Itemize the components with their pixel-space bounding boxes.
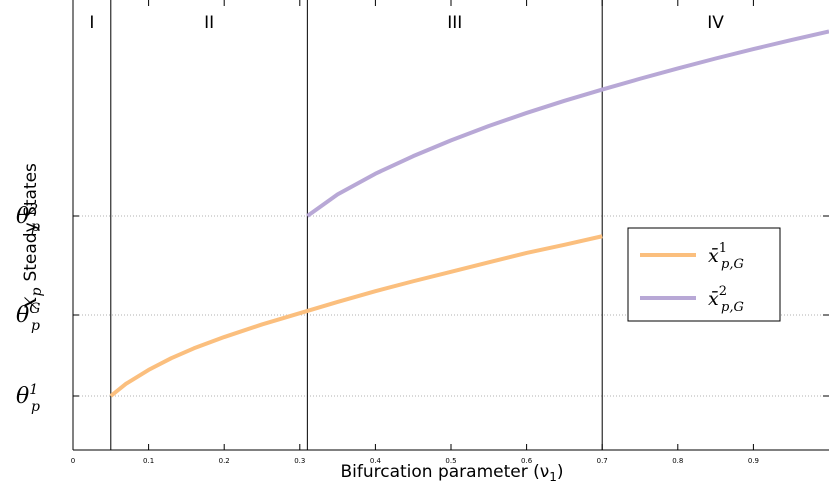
- x-tick-label: 0.4: [370, 457, 382, 465]
- region-dividers: [110, 0, 603, 450]
- x-tick-label: 0.6: [521, 457, 533, 465]
- x-tick-label: 0.7: [597, 457, 608, 465]
- x-tick-label: 0.2: [219, 457, 230, 465]
- y-tick-labels: θ1 p θG p θ2 p: [16, 202, 40, 415]
- region-label-3: III: [447, 13, 462, 33]
- y-tick-label-2: θG p: [16, 301, 40, 334]
- y-tick-label-3: θ2 p: [16, 202, 40, 235]
- legend-label-1: x̄1 p,G: [708, 241, 744, 272]
- x-tick-label: 0.5: [445, 457, 456, 465]
- x-tick-label: 0.8: [672, 457, 683, 465]
- y-axis-label: xpSteady States: [17, 163, 45, 309]
- region-label-1: I: [89, 13, 94, 33]
- svg-text:xpSteady States: xpSteady States: [17, 163, 45, 309]
- x-tick-label: 0.3: [294, 457, 305, 465]
- x-tick-label: 0.1: [143, 457, 154, 465]
- y-tick-label-1: θ1 p: [16, 382, 40, 415]
- region-label-4: IV: [707, 13, 724, 33]
- legend-box: [627, 227, 781, 322]
- legend-label-2: x̄2 p,G: [708, 284, 744, 315]
- x-tick-label: 0: [71, 457, 75, 465]
- series-line-2: [306, 29, 829, 218]
- region-label-2: II: [204, 13, 214, 33]
- region-labels: I II III IV: [89, 13, 724, 33]
- legend: x̄1 p,G x̄2 p,G: [627, 227, 781, 322]
- axes: [72, 0, 829, 451]
- x-axis-label: Bifurcation parameter (ν1): [340, 462, 563, 484]
- x-tick-labels: 0 0.1 0.2 0.3 0.4 0.5 0.6 0.7 0.8 0.9: [71, 457, 759, 465]
- x-tick-label: 0.9: [748, 457, 759, 465]
- series-lines: [109, 29, 829, 398]
- series-line-1: [109, 234, 603, 398]
